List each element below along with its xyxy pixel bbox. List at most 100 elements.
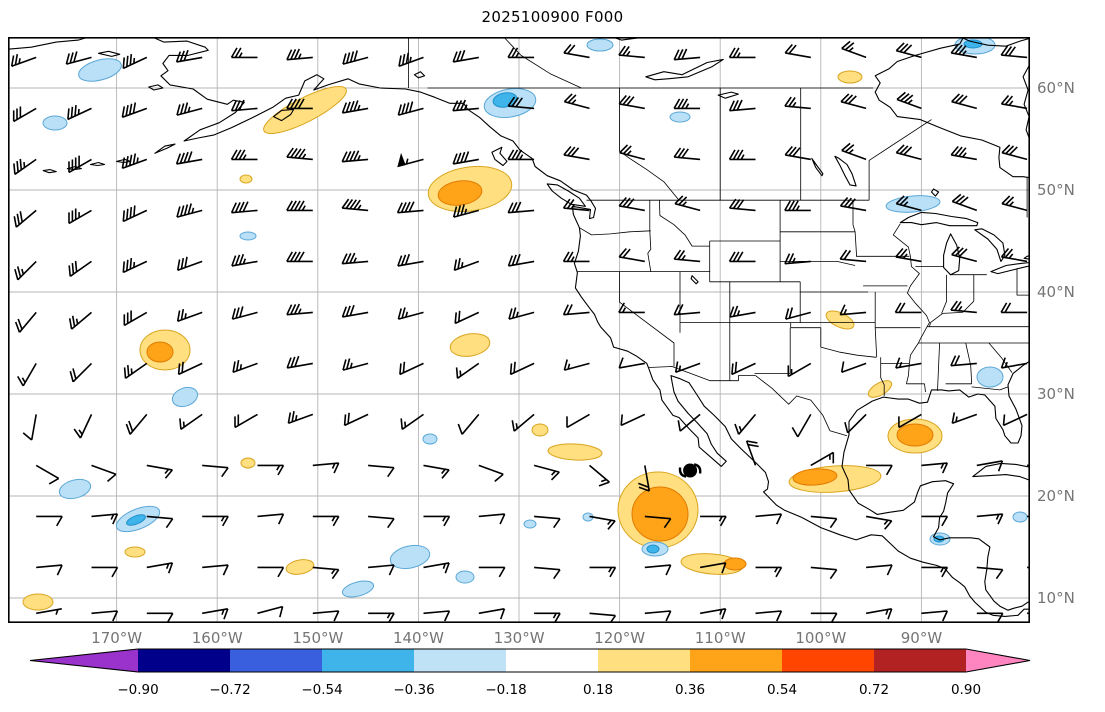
wind-barb [728, 198, 756, 212]
anomaly-patch-m2 [963, 39, 983, 49]
wind-barb [478, 566, 506, 578]
wind-barb [398, 52, 424, 68]
anomaly-patch-p1 [239, 174, 253, 184]
wind-barb [125, 413, 148, 435]
wind-barb [176, 256, 203, 272]
map-canvas [8, 37, 1030, 623]
colorbar-extend-left [30, 649, 138, 672]
wind-barb [511, 413, 535, 432]
wind-barb [179, 413, 203, 430]
wind-barb [618, 357, 645, 369]
wind-barb [699, 562, 727, 574]
lat-tick-label: 40°N [1037, 283, 1075, 301]
wind-barb [91, 513, 119, 525]
wind-barb [507, 253, 535, 267]
wind-barb [784, 96, 811, 110]
wind-barb [563, 145, 590, 161]
wind-barb [286, 200, 313, 212]
wind-barb [507, 96, 535, 110]
wind-barb [368, 464, 395, 478]
wind-barb [810, 451, 835, 467]
wind-barb [453, 257, 480, 272]
anomaly-patch-m1 [586, 38, 614, 52]
coastlines [8, 37, 1030, 617]
wind-barb [810, 515, 838, 529]
wind-barb [368, 564, 395, 576]
wind-barb [13, 209, 37, 228]
wind-barb [146, 612, 174, 623]
wind-barb [341, 304, 369, 318]
wind-barb [202, 608, 229, 620]
anomaly-patch-m1 [239, 231, 257, 241]
wind-barb [562, 251, 590, 263]
wind-barb [787, 362, 812, 378]
wind-barb [839, 249, 867, 263]
wind-barb [1001, 144, 1028, 161]
wind-barb [287, 410, 314, 425]
wind-barb [534, 515, 561, 529]
lat-tick-label: 60°N [1037, 79, 1075, 97]
wind-barb [839, 304, 867, 316]
wind-barb [755, 610, 783, 622]
anomaly-patch-p2 [723, 557, 747, 571]
wind-barb [700, 515, 727, 527]
wind-barb [951, 93, 978, 110]
wind-barb [257, 566, 285, 578]
wind-barb [14, 260, 37, 281]
anomaly-patch-p2 [146, 341, 174, 363]
wind-barb [644, 515, 672, 529]
wind-barb [22, 414, 37, 441]
wind-barb [644, 564, 672, 576]
wind-barb [368, 612, 395, 623]
wind-barb [728, 47, 756, 59]
wind-barb [478, 608, 506, 620]
lat-tick-label: 10°N [1037, 589, 1075, 607]
wind-barb [121, 153, 148, 170]
wind-barb [452, 204, 480, 218]
wind-barb [673, 249, 701, 263]
wind-barb [638, 465, 651, 492]
wind-barb [91, 610, 119, 622]
wind-barb [146, 464, 174, 479]
wind-barb [921, 515, 949, 527]
wind-barb [734, 413, 757, 435]
figure-title: 2025100900 F000 [481, 8, 624, 26]
wind-barb [589, 566, 617, 578]
wind-barb [618, 196, 645, 212]
wind-barb [810, 566, 838, 580]
wind-barb [507, 47, 535, 59]
wind-barb [68, 260, 92, 277]
wind-barb [898, 413, 922, 429]
wind-barb [563, 359, 590, 371]
wind-barb [533, 464, 560, 481]
wind-barb [478, 513, 506, 525]
wind-barb [312, 515, 340, 527]
wind-barb [784, 200, 811, 212]
anomaly-patch-p1 [22, 593, 54, 611]
wind-barb [69, 362, 93, 383]
wind-barb [589, 612, 617, 623]
wind-barb [17, 362, 37, 387]
colorbar-tick-label: 0.90 [951, 682, 981, 698]
colorbar-outline [29, 648, 1031, 673]
wind-barb [921, 566, 949, 578]
colorbar-tick-label: 0.72 [859, 682, 889, 698]
anomaly-patch-m1 [455, 570, 475, 584]
anomaly-patch-p1 [825, 310, 855, 330]
colorbar-segment [782, 649, 874, 672]
wind-barb [896, 91, 922, 110]
wind-barb [951, 412, 978, 425]
wind-barb [423, 610, 451, 622]
wind-barb [202, 515, 229, 527]
wind-barb [1000, 357, 1028, 369]
wind-barb [507, 149, 535, 161]
lon-tick-label: 90°W [900, 629, 943, 647]
wind-barb [894, 302, 922, 314]
wind-barb [146, 562, 174, 574]
colorbar-segment [414, 649, 506, 672]
wind-barb [1001, 195, 1028, 212]
lon-tick-label: 100°W [795, 629, 847, 647]
wind-barb [176, 102, 203, 116]
wind-barb [841, 40, 867, 59]
